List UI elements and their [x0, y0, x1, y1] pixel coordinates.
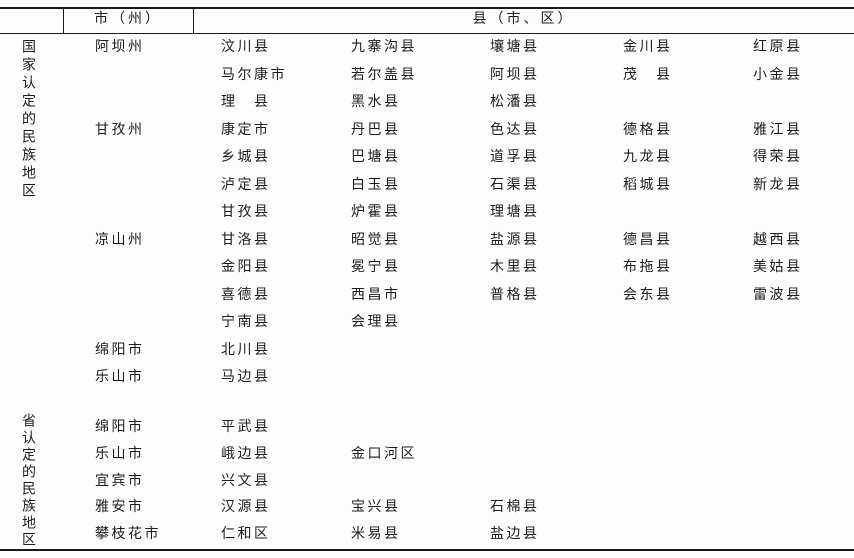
- county-cell: 阿坝县: [490, 68, 540, 83]
- county-cell: 理 县: [221, 95, 271, 110]
- county-cell: 九寨沟县: [351, 40, 417, 55]
- county-cell: 稻城县: [623, 178, 673, 193]
- county-cell: 石棉县: [490, 500, 540, 515]
- header-divider-right: [193, 7, 194, 34]
- county-cell: 得荣县: [753, 150, 803, 165]
- county-cell: 兴文县: [221, 474, 271, 489]
- county-cell: 马边县: [221, 370, 271, 385]
- prefecture-cell: 凉山州: [95, 233, 145, 248]
- county-cell: 茂 县: [623, 68, 673, 83]
- county-cell: 色达县: [490, 123, 540, 138]
- section-label-national: 国家认定的民族地区: [20, 39, 35, 201]
- county-cell: 普格县: [490, 288, 540, 303]
- county-cell: 九龙县: [623, 150, 673, 165]
- county-cell: 乡城县: [221, 150, 271, 165]
- county-cell: 马尔康市: [221, 68, 287, 83]
- header-divider-left: [63, 7, 64, 34]
- county-cell: 若尔盖县: [351, 68, 417, 83]
- prefecture-cell: 乐山市: [95, 370, 145, 385]
- county-cell: 丹巴县: [351, 123, 401, 138]
- section-label-provincial: 省认定的民族地区: [20, 413, 35, 549]
- prefecture-cell: 攀枝花市: [95, 527, 161, 542]
- county-cell: 红原县: [753, 40, 803, 55]
- county-cell: 金口河区: [351, 447, 417, 462]
- county-cell: 喜德县: [221, 288, 271, 303]
- county-cell: 甘孜县: [221, 205, 271, 220]
- county-cell: 米易县: [351, 527, 401, 542]
- table-bottom-border: [0, 549, 854, 551]
- county-cell: 峨边县: [221, 447, 271, 462]
- county-cell: 德昌县: [623, 233, 673, 248]
- county-cell: 壤塘县: [490, 40, 540, 55]
- county-cell: 仁和区: [221, 527, 271, 542]
- county-cell: 松潘县: [490, 95, 540, 110]
- prefecture-cell: 宜宾市: [95, 474, 145, 489]
- county-cell: 盐边县: [490, 527, 540, 542]
- county-cell: 炉霍县: [351, 205, 401, 220]
- county-cell: 金阳县: [221, 260, 271, 275]
- county-cell: 汉源县: [221, 500, 271, 515]
- county-cell: 冕宁县: [351, 260, 401, 275]
- county-cell: 巴塘县: [351, 150, 401, 165]
- county-cell: 平武县: [221, 420, 271, 435]
- county-cell: 小金县: [753, 68, 803, 83]
- prefecture-cell: 雅安市: [95, 500, 145, 515]
- county-cell: 白玉县: [351, 178, 401, 193]
- county-cell: 汶川县: [221, 40, 271, 55]
- county-cell: 泸定县: [221, 178, 271, 193]
- county-cell: 金川县: [623, 40, 673, 55]
- county-cell: 黑水县: [351, 95, 401, 110]
- county-cell: 越西县: [753, 233, 803, 248]
- county-cell: 雷波县: [753, 288, 803, 303]
- county-cell: 道孚县: [490, 150, 540, 165]
- county-cell: 宝兴县: [351, 500, 401, 515]
- column-header-county: 县（市、区）: [472, 12, 575, 27]
- county-cell: 康定市: [221, 123, 271, 138]
- county-cell: 会理县: [351, 315, 401, 330]
- prefecture-cell: 绵阳市: [95, 343, 145, 358]
- county-cell: 德格县: [623, 123, 673, 138]
- county-cell: 新龙县: [753, 178, 803, 193]
- county-cell: 木里县: [490, 260, 540, 275]
- county-cell: 雅江县: [753, 123, 803, 138]
- county-cell: 宁南县: [221, 315, 271, 330]
- county-cell: 北川县: [221, 343, 271, 358]
- county-cell: 石渠县: [490, 178, 540, 193]
- county-cell: 会东县: [623, 288, 673, 303]
- county-cell: 布拖县: [623, 260, 673, 275]
- prefecture-cell: 甘孜州: [95, 123, 145, 138]
- prefecture-cell: 乐山市: [95, 447, 145, 462]
- prefecture-cell: 阿坝州: [95, 40, 145, 55]
- table-header-underline: [0, 33, 854, 34]
- column-header-prefecture: 市（州）: [94, 12, 162, 27]
- table-top-border: [0, 7, 854, 9]
- prefecture-cell: 绵阳市: [95, 420, 145, 435]
- county-cell: 美姑县: [753, 260, 803, 275]
- county-cell: 甘洛县: [221, 233, 271, 248]
- county-cell: 理塘县: [490, 205, 540, 220]
- county-cell: 昭觉县: [351, 233, 401, 248]
- county-cell: 盐源县: [490, 233, 540, 248]
- county-cell: 西昌市: [351, 288, 401, 303]
